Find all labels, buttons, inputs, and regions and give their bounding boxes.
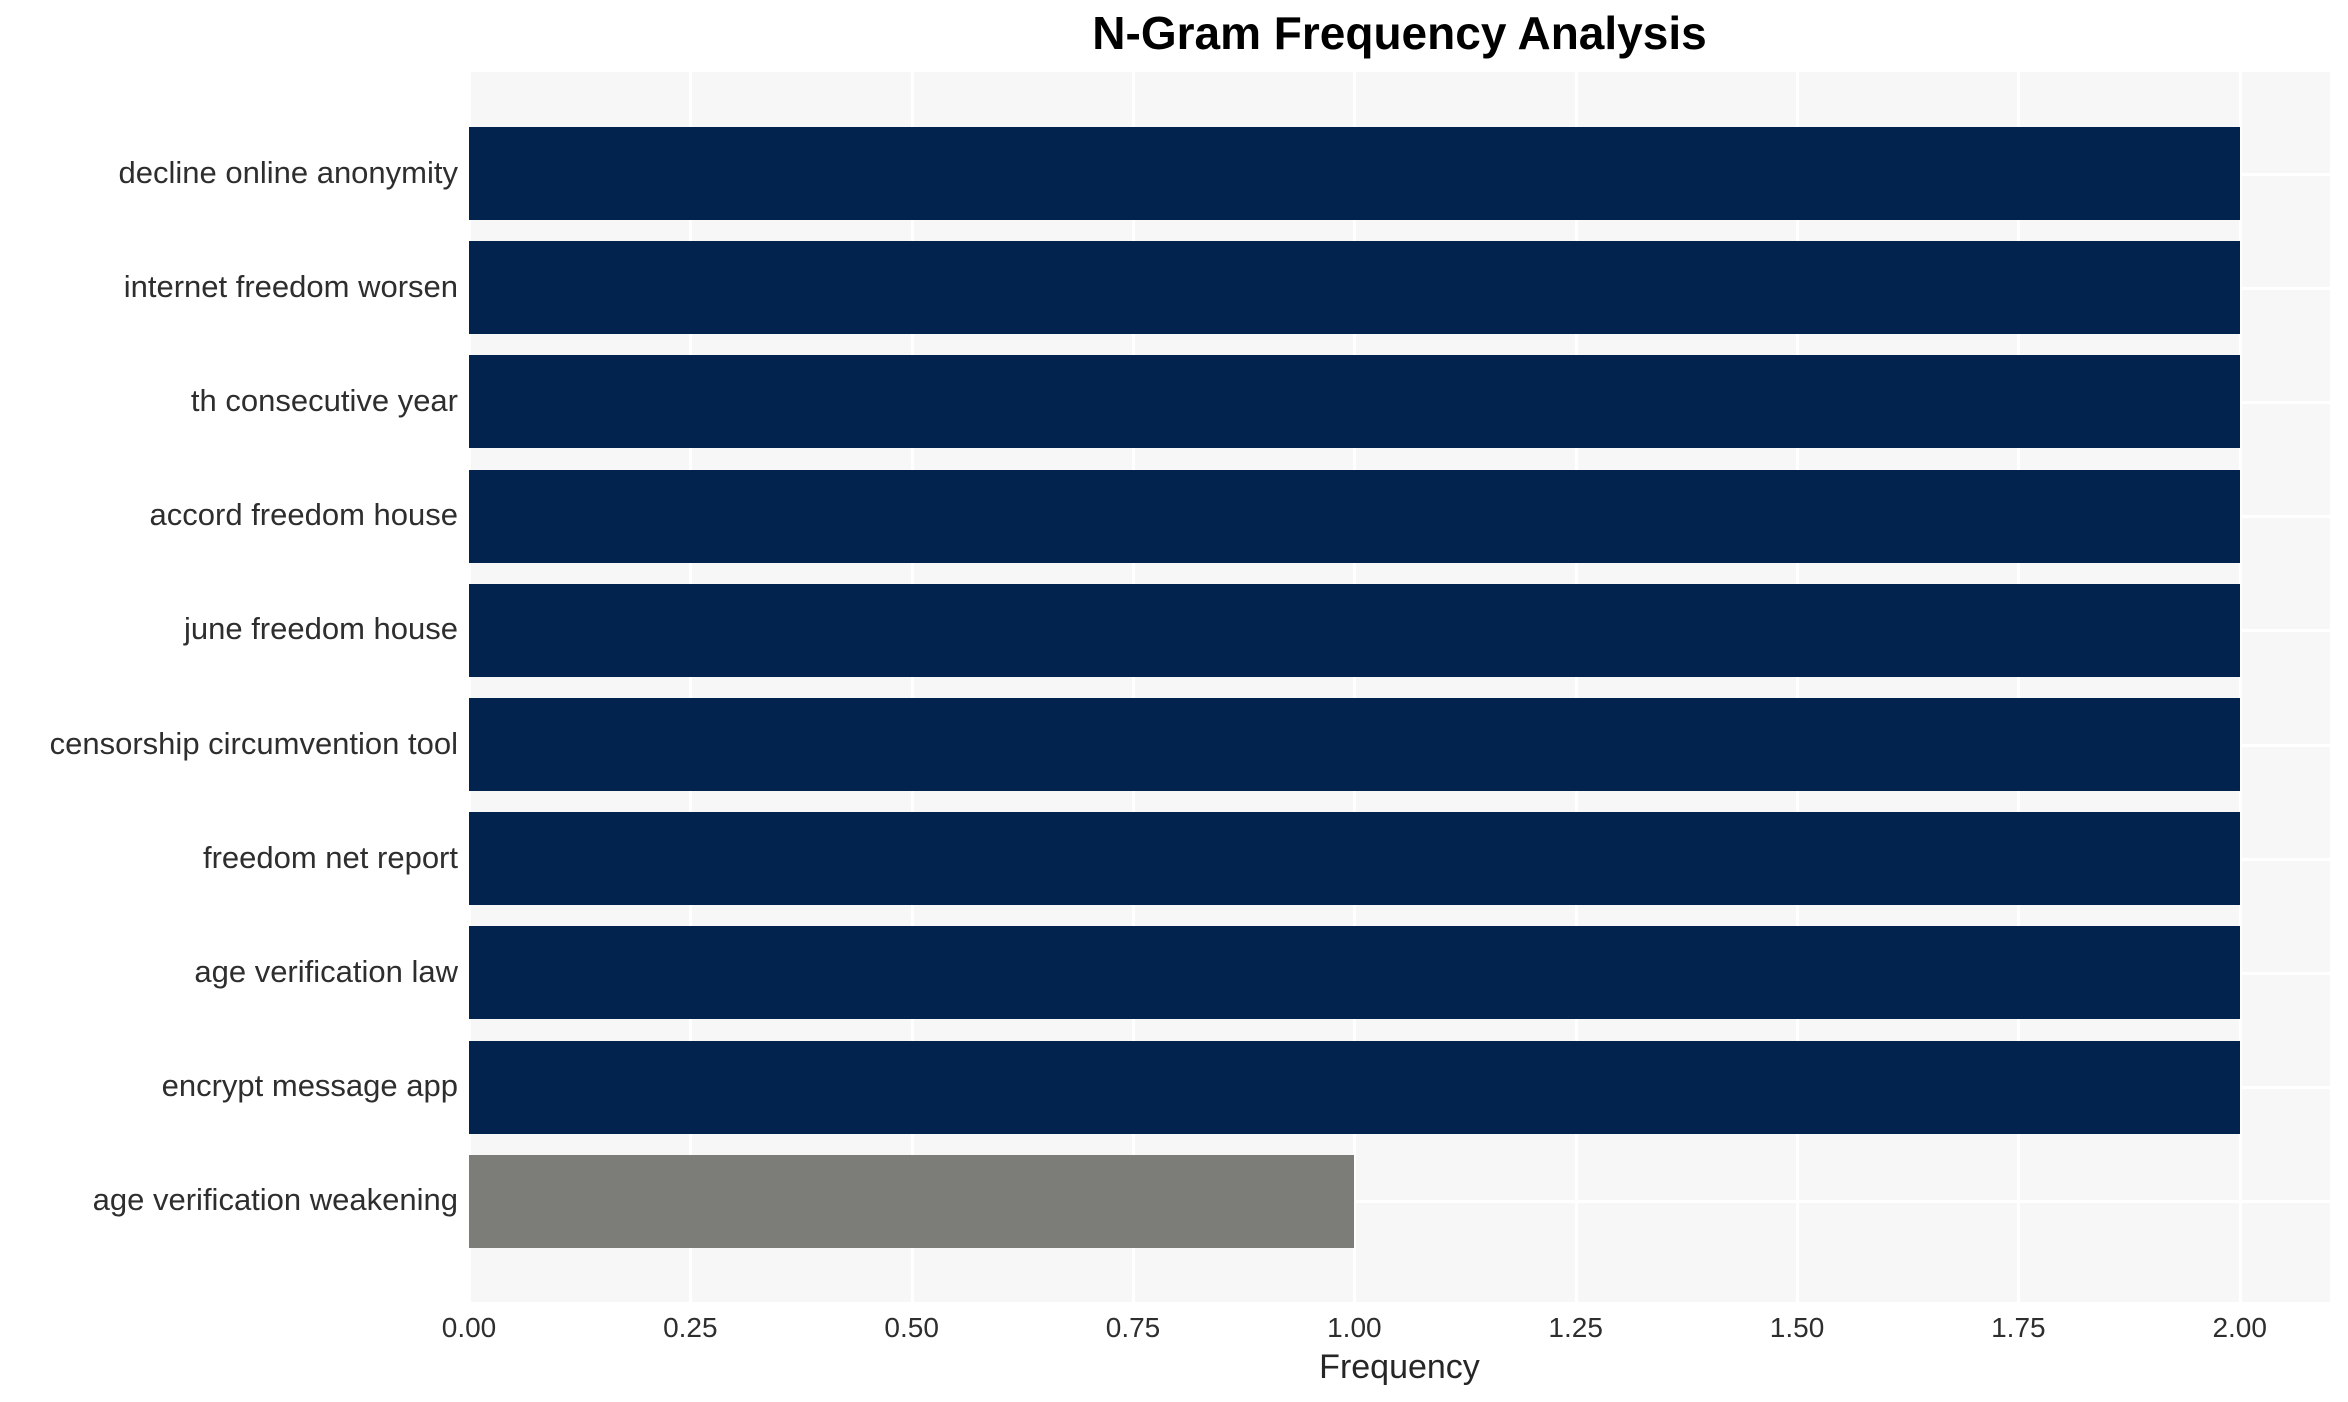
gridline-vertical [468,72,471,1302]
gridline-vertical [1353,72,1357,1302]
bar [469,355,2240,449]
x-tick-label: 2.00 [2212,1312,2267,1343]
y-tick-label: accord freedom house [149,497,458,533]
gridline-vertical [1132,72,1135,1302]
y-tick-label: age verification law [194,953,458,989]
bar [469,1154,1355,1248]
bar [469,926,2240,1020]
x-tick-label: 1.50 [1769,1312,1825,1343]
x-axis-label: Frequency [1319,1348,1480,1386]
x-tick-label: 0.25 [663,1312,718,1343]
gridline-vertical [1796,72,1800,1302]
gridline-vertical [689,72,693,1302]
chart-title: N-Gram Frequency Analysis [1092,7,1707,59]
plot-area [468,72,2330,1302]
bar [469,241,2240,335]
x-tick-label: 1.25 [1548,1312,1603,1343]
x-tick-label: 0.00 [441,1312,497,1343]
y-tick-label: decline online anonymity [118,154,459,190]
bar [469,469,2240,563]
bar [469,127,2240,220]
y-tick-label: encrypt message app [161,1068,458,1104]
bar [469,583,2240,677]
y-tick-label: censorship circumvention tool [49,725,458,761]
bar [469,812,2240,906]
y-tick-label: freedom net report [202,839,458,875]
y-tick-label: june freedom house [183,611,458,647]
gridline-vertical [2017,72,2021,1302]
bar [469,1040,2240,1134]
y-tick-label: internet freedom worsen [123,268,458,304]
gridline-vertical [910,72,914,1302]
x-tick-label: 0.50 [884,1312,939,1343]
gridline-horizontal [469,1200,2330,1204]
gridline-vertical [1574,72,1578,1302]
gridline-vertical [2238,72,2242,1302]
bar [469,698,2240,791]
x-tick-label: 1.00 [1327,1312,1382,1343]
y-tick-label: th consecutive year [190,382,458,418]
y-tick-label: age verification weakening [92,1182,458,1218]
x-tick-label: 0.75 [1105,1312,1161,1343]
x-tick-label: 1.75 [1991,1312,2046,1343]
